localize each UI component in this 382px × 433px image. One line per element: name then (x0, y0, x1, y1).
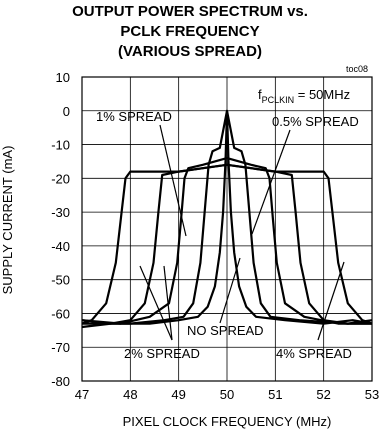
leader-no-spread (219, 257, 241, 324)
x-tick-label-1: 48 (123, 387, 137, 402)
condition-prefix: f (258, 87, 262, 102)
leader-2-percent-b (163, 265, 173, 341)
y-tick-label-5: -40 (51, 239, 70, 254)
condition-suffix: = 50MHz (294, 87, 350, 102)
annotation-leaders (139, 124, 345, 341)
annotation-1-percent-spread: 1% SPREAD (96, 109, 172, 124)
annotation-4-percent-spread: 4% SPREAD (276, 346, 352, 361)
x-tick-label-5: 52 (316, 387, 330, 402)
grid (81, 76, 373, 382)
series-line-1 (82, 109, 373, 325)
chart-tag: toc08 (346, 64, 368, 74)
y-axis-label: SUPPLY CURRENT (mA) (0, 146, 15, 295)
y-tick-label-0: 10 (56, 70, 70, 85)
x-tick-label-3: 50 (220, 387, 234, 402)
y-tick-label-9: -80 (51, 374, 70, 389)
condition-subscript: PCLKIN (262, 95, 295, 105)
annotation-2-percent-spread: 2% SPREAD (124, 346, 200, 361)
x-tick-label-6: 53 (365, 387, 379, 402)
y-tick-label-7: -60 (51, 306, 70, 321)
y-tick-label-6: -50 (51, 273, 70, 288)
annotation-no-spread: NO SPREAD (187, 323, 264, 338)
y-tick-label-3: -20 (51, 171, 70, 186)
x-tick-label-2: 49 (171, 387, 185, 402)
leader-4-percent (317, 261, 345, 341)
chart-title-line-2: PCLK FREQUENCY (120, 23, 259, 40)
leader-0-5-percent (251, 129, 291, 235)
chart-title-line-1: OUTPUT POWER SPECTRUM vs. (72, 3, 308, 20)
leader-2-percent-a (139, 265, 173, 341)
tick-labels: 47 48 49 50 51 52 53 10 0 -10 -20 -30 -40 -50 -60 -70 -8… (51, 70, 379, 402)
x-axis-label: PIXEL CLOCK FREQUENCY (MHz) (123, 414, 332, 429)
series-line-2 (81, 157, 372, 325)
chart-title-line-3: (VARIOUS SPREAD) (118, 43, 262, 60)
plot-frame (81, 76, 373, 382)
x-tick-label-4: 51 (268, 387, 282, 402)
annotation-0-5-percent-spread: 0.5% SPREAD (272, 114, 359, 129)
y-tick-label-4: -30 (51, 205, 70, 220)
y-tick-label-8: -70 (51, 340, 70, 355)
leader-1-percent (159, 124, 187, 237)
y-tick-label-1: 0 (63, 104, 70, 119)
condition-label: fPCLKIN = 50MHz (258, 87, 350, 105)
x-tick-label-0: 47 (75, 387, 89, 402)
series-group (81, 109, 373, 329)
y-tick-label-2: -10 (51, 138, 70, 153)
series-line-4 (81, 163, 373, 325)
